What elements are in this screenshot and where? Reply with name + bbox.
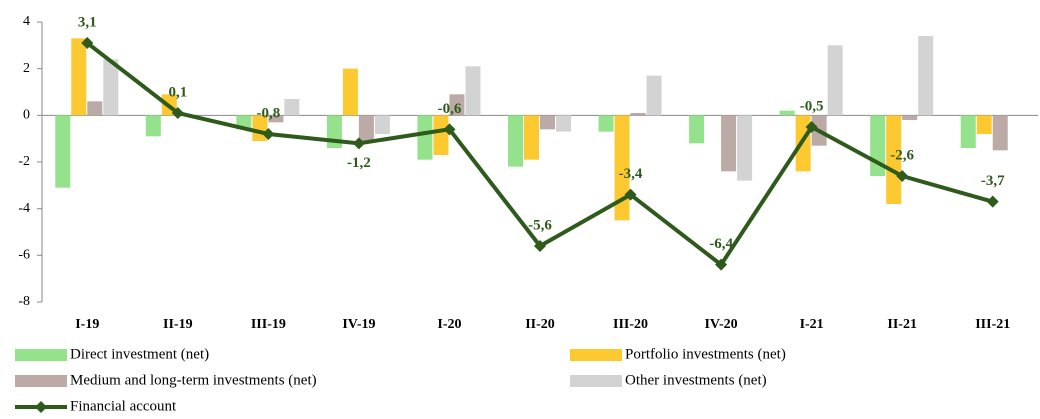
marker [624, 188, 637, 201]
marker [534, 240, 546, 252]
marker [986, 195, 999, 208]
bar [992, 115, 1008, 151]
value-label: -1,2 [347, 155, 371, 171]
legend-label: Financial account [70, 398, 177, 414]
bar [737, 115, 753, 181]
bar [417, 115, 433, 160]
bar [646, 75, 662, 116]
bar [960, 115, 976, 148]
bar [976, 115, 992, 134]
value-label: -0,8 [256, 105, 280, 121]
bar [630, 113, 646, 116]
legend-label: Portfolio investments (net) [625, 346, 786, 362]
bar [918, 36, 934, 116]
bar [689, 115, 705, 144]
bar [71, 38, 87, 116]
bar [342, 68, 358, 116]
value-label: -3,7 [981, 173, 1005, 189]
y-tick-label: 0 [23, 108, 30, 123]
x-tick-label: III-21 [975, 317, 1010, 332]
x-tick-label: IV-19 [342, 317, 375, 332]
x-tick-label: III-19 [251, 317, 286, 332]
x-tick-label: I-20 [437, 317, 461, 332]
bar [268, 115, 284, 123]
x-tick-label: III-20 [613, 317, 648, 332]
value-label: -0,6 [438, 101, 462, 117]
marker [352, 137, 365, 150]
legend-marker [35, 401, 47, 413]
legend-swatch [15, 375, 67, 387]
bar [374, 115, 390, 134]
value-label: -6,4 [709, 236, 733, 252]
bar [55, 115, 71, 188]
bar [598, 115, 614, 132]
marker [262, 128, 275, 140]
bar [145, 115, 161, 137]
bar [886, 115, 902, 204]
marker [81, 37, 94, 49]
bar [779, 110, 795, 116]
y-tick-label: -6 [18, 248, 30, 263]
legend-swatch [570, 375, 622, 387]
bar [540, 115, 555, 130]
x-tick-label: II-19 [163, 317, 193, 332]
bar [449, 94, 465, 116]
marker [171, 107, 184, 119]
value-label: -2,6 [890, 147, 914, 163]
bar [902, 115, 918, 120]
legend-swatch [570, 349, 622, 361]
bar [358, 115, 374, 141]
x-tick-label: I-19 [75, 317, 99, 332]
bar [524, 115, 539, 160]
value-label: 3,1 [78, 14, 97, 30]
x-tick-label: II-21 [887, 317, 917, 332]
bar [721, 115, 737, 172]
marker [805, 121, 818, 133]
legend-swatch [15, 349, 67, 361]
y-tick-label: -4 [18, 201, 30, 216]
legend-label: Direct investment (net) [70, 346, 209, 362]
y-tick-label: 2 [23, 61, 30, 76]
y-tick-label: -8 [18, 294, 30, 309]
x-tick-label: I-21 [800, 317, 824, 332]
bar [433, 115, 449, 155]
value-label: -0,5 [800, 98, 824, 114]
legend-label: Other investments (net) [625, 372, 767, 388]
bar [284, 99, 300, 116]
x-tick-label: IV-20 [704, 317, 737, 332]
value-label: -3,4 [619, 166, 643, 182]
x-tick-label: II-20 [525, 317, 555, 332]
bar [465, 66, 481, 116]
bar [87, 101, 103, 116]
value-label: -5,6 [528, 217, 552, 233]
value-label: 0,1 [168, 84, 187, 100]
legend-label: Medium and long-term investments (net) [70, 372, 317, 388]
y-tick-label: 4 [23, 14, 30, 29]
y-tick-label: -2 [18, 154, 30, 169]
bar [103, 59, 119, 116]
bar [827, 45, 843, 116]
bar [508, 115, 523, 167]
marker [715, 258, 728, 271]
bar [556, 115, 571, 132]
marker [443, 123, 456, 136]
marker [896, 170, 909, 182]
